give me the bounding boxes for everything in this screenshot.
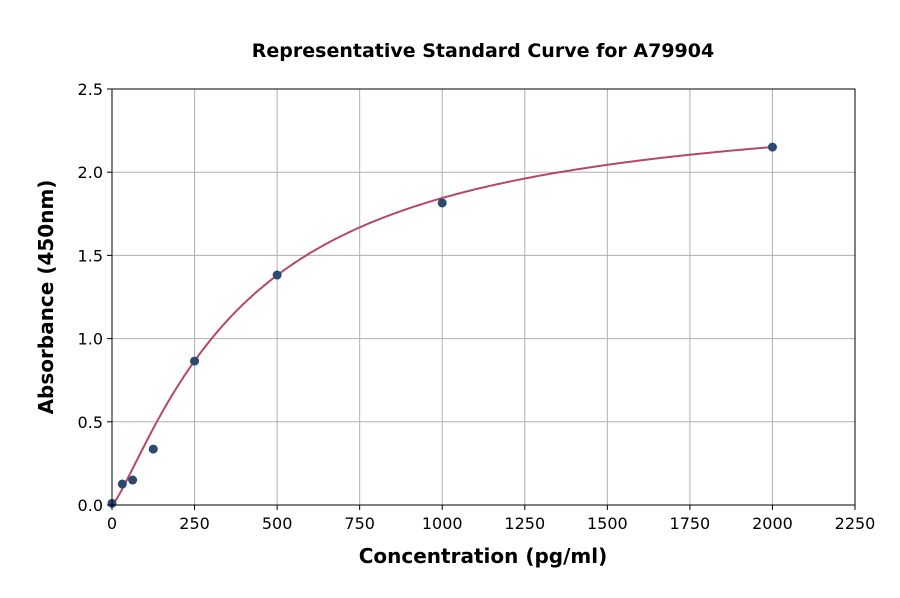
data-point [117,479,127,489]
x-tick-label: 2000 [752,514,793,533]
x-tick-label: 1000 [422,514,463,533]
data-point [190,356,200,366]
y-axis-label: Absorbance (450nm) [34,180,58,415]
y-tick-label: 0.5 [78,413,103,432]
data-point [272,270,282,280]
x-tick-label: 500 [262,514,293,533]
x-tick-label: 250 [179,514,210,533]
data-point [148,444,158,454]
fit-curve [111,146,773,506]
plot-frame [111,88,856,506]
data-point [767,142,777,152]
data-points [107,142,777,508]
x-tick-label: 1500 [587,514,628,533]
grid [111,88,856,506]
y-tick-label: 2.0 [78,163,103,182]
data-point [437,198,447,208]
y-tick-label: 1.5 [78,246,103,265]
y-tick-label: 2.5 [78,80,103,99]
y-tick-label: 0.0 [78,496,103,515]
y-tick-label: 1.0 [78,330,103,349]
fit-curve-layer [111,146,773,506]
x-tick-label: 750 [344,514,375,533]
x-tick-label: 2250 [835,514,876,533]
x-tick-label: 1250 [504,514,545,533]
x-tick-label: 1750 [670,514,711,533]
x-tick-label: 0 [107,514,117,533]
chart-title: Representative Standard Curve for A79904 [252,40,714,62]
x-axis-ticks: 0 250 500 750 1000 1250 1500 1750 2000 2250 [107,505,875,533]
x-axis-label: Concentration (pg/ml) [359,544,608,568]
data-point [128,475,138,485]
y-axis-ticks: 0.0 0.5 1.0 1.5 2.0 2.5 [78,80,112,515]
